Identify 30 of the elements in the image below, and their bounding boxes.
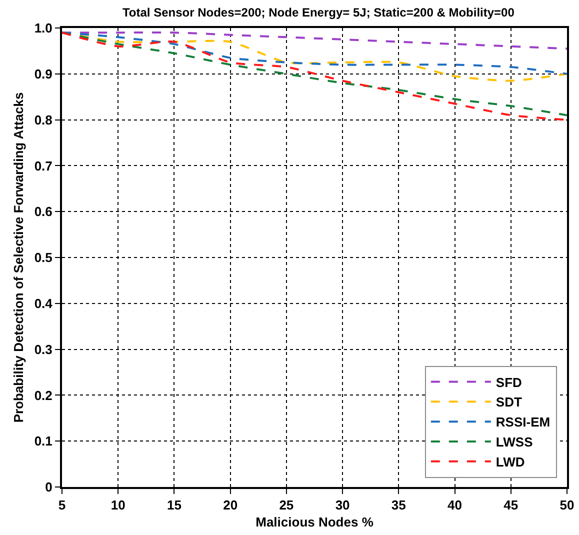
x-tick-label: 50: [560, 498, 574, 513]
legend-label: SFD: [496, 374, 522, 390]
legend-label: LWSS: [496, 434, 534, 450]
y-tick-label: 0: [45, 480, 52, 495]
x-axis-title: Malicious Nodes %: [256, 514, 374, 530]
x-tick-label: 10: [110, 498, 126, 513]
y-tick-label: 0.2: [34, 388, 52, 403]
x-tick-label: 15: [166, 498, 182, 513]
y-tick-label: 0.1: [34, 434, 52, 449]
y-axis-title: Probability Detection of Selective Forwarding Attacks: [10, 92, 26, 423]
legend-label: LWD: [496, 454, 525, 470]
legend-label: SDT: [496, 394, 522, 410]
chart-title: Total Sensor Nodes=200; Node Energy= 5J; Static=200 & Mobility=00: [122, 5, 515, 20]
y-tick-label: 0.4: [34, 296, 54, 311]
x-tick-label: 35: [391, 498, 406, 513]
x-tick-label: 40: [448, 498, 462, 513]
y-tick-label: 0.6: [34, 204, 52, 220]
y-tick-label: 0.3: [34, 342, 52, 357]
x-tick-label: 25: [279, 498, 294, 513]
x-tick-label: 30: [335, 498, 350, 513]
y-tick-label: 1.0: [34, 20, 52, 36]
y-tick-label: 0.9: [34, 66, 52, 82]
y-tick-label: 0.7: [34, 158, 52, 174]
x-tick-label: 20: [223, 498, 238, 513]
line-series: [62, 31, 567, 50]
x-tick-label: 5: [58, 498, 66, 513]
y-tick-label: 0.8: [34, 112, 52, 128]
legend-label: RSSI-EM: [496, 414, 550, 430]
y-tick-label: 0.5: [34, 250, 52, 266]
x-tick-label: 45: [504, 498, 518, 513]
